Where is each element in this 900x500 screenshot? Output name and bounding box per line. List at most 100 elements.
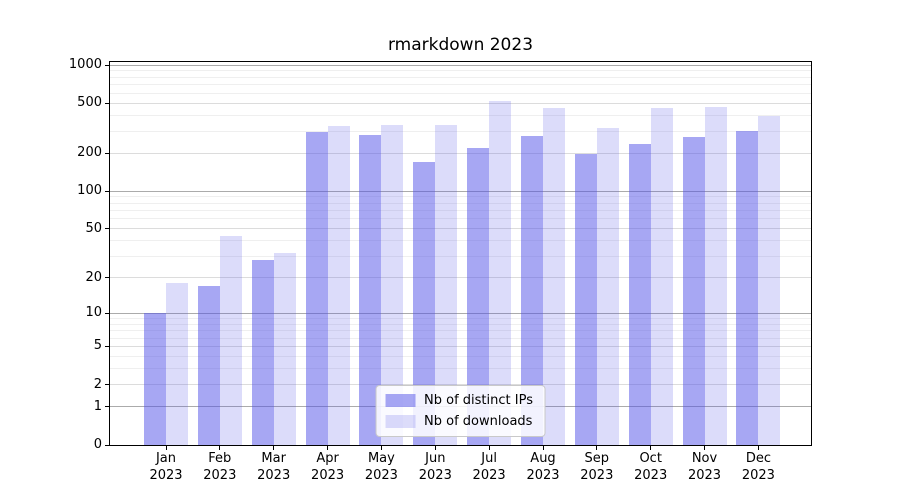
gridline-y-900 bbox=[110, 70, 811, 72]
gridline-y-400 bbox=[110, 114, 811, 116]
bar-downloads-oct bbox=[650, 108, 673, 445]
bar-distinct-ips-jun bbox=[413, 161, 436, 445]
y-tick-2 bbox=[105, 384, 109, 386]
bar-downloads-jan bbox=[166, 283, 188, 445]
y-tick-500 bbox=[105, 102, 109, 104]
x-tick-nov bbox=[704, 446, 705, 450]
y-tick-100 bbox=[105, 190, 109, 192]
gridline-y-70 bbox=[110, 210, 811, 211]
x-tick-label-feb: Feb 2023 bbox=[203, 451, 237, 483]
y-tick-label-2: 2 bbox=[93, 376, 102, 392]
y-tick-0 bbox=[105, 444, 109, 446]
bar-distinct-ips-dec bbox=[736, 131, 759, 445]
legend-label-downloads: Nb of downloads bbox=[424, 414, 533, 429]
gridline-y-300 bbox=[110, 130, 811, 132]
x-tick-label-apr: Apr 2023 bbox=[311, 451, 345, 483]
x-tick-aug bbox=[542, 446, 544, 450]
x-tick-may bbox=[380, 446, 382, 450]
x-tick-apr bbox=[327, 446, 329, 450]
legend-item-distinct-ips: Nb of distinct IPs bbox=[385, 393, 533, 408]
bar-downloads-sep bbox=[596, 127, 619, 445]
x-tick-label-nov: Nov 2023 bbox=[687, 451, 722, 483]
chart-title: rmarkdown 2023 bbox=[387, 35, 534, 55]
bar-downloads-jun bbox=[435, 125, 458, 445]
legend-swatch-distinct-ips bbox=[385, 394, 416, 407]
bar-distinct-ips-feb bbox=[197, 286, 220, 445]
legend: Nb of distinct IPs Nb of downloads bbox=[375, 385, 546, 437]
y-tick-label-5: 5 bbox=[93, 338, 102, 354]
bar-downloads-aug bbox=[542, 107, 565, 445]
bar-downloads-feb bbox=[219, 235, 242, 445]
y-tick-50 bbox=[105, 228, 109, 230]
bar-distinct-ips-sep bbox=[574, 153, 597, 445]
gridline-y-500 bbox=[110, 102, 811, 104]
x-tick-jan bbox=[165, 446, 167, 450]
gridline-y-50 bbox=[110, 228, 811, 230]
x-tick-label-may: May 2023 bbox=[364, 451, 398, 483]
gridline-y-3 bbox=[110, 368, 811, 370]
gridline-y-4 bbox=[110, 356, 811, 357]
gridline-y-8 bbox=[110, 323, 811, 325]
y-tick-1000 bbox=[105, 64, 109, 66]
legend-swatch-downloads bbox=[385, 415, 416, 428]
gridline-y-2 bbox=[110, 384, 811, 386]
gridline-y-700 bbox=[110, 84, 811, 86]
bar-distinct-ips-nov bbox=[682, 136, 705, 445]
x-tick-sep bbox=[596, 446, 598, 450]
y-tick-label-20: 20 bbox=[85, 269, 102, 285]
gridline-y-600 bbox=[110, 92, 811, 94]
y-tick-label-1000: 1000 bbox=[68, 57, 102, 72]
legend-item-downloads: Nb of downloads bbox=[385, 414, 533, 429]
bar-distinct-ips-oct bbox=[628, 143, 651, 445]
bar-downloads-may bbox=[381, 125, 404, 445]
x-tick-label-aug: Aug 2023 bbox=[526, 451, 560, 483]
y-tick-label-50: 50 bbox=[85, 220, 102, 236]
legend-label-distinct-ips: Nb of distinct IPs bbox=[424, 393, 533, 408]
gridline-y-40 bbox=[110, 240, 811, 242]
gridline-y-20 bbox=[110, 277, 811, 278]
x-tick-label-sep: Sep 2023 bbox=[580, 451, 614, 483]
bar-downloads-mar bbox=[273, 252, 296, 445]
x-tick-jul bbox=[488, 446, 490, 450]
y-tick-10 bbox=[105, 312, 109, 314]
gridline-y-80 bbox=[110, 202, 811, 204]
x-tick-label-oct: Oct 2023 bbox=[634, 451, 668, 483]
y-tick-label-100: 100 bbox=[77, 183, 102, 199]
gridline-y-5 bbox=[110, 345, 811, 347]
bar-downloads-jul bbox=[489, 100, 512, 445]
gridline-y-800 bbox=[110, 76, 811, 78]
bar-distinct-ips-mar bbox=[251, 259, 274, 445]
y-tick-label-10: 10 bbox=[85, 305, 102, 321]
x-tick-label-jun: Jun 2023 bbox=[418, 451, 452, 483]
x-tick-mar bbox=[273, 446, 275, 450]
x-tick-feb bbox=[219, 446, 221, 450]
gridline-y-7 bbox=[110, 330, 811, 332]
gridline-y-9 bbox=[110, 317, 811, 319]
gridline-y-30 bbox=[110, 255, 811, 257]
y-tick-1 bbox=[105, 406, 109, 408]
y-tick-label-500: 500 bbox=[77, 95, 102, 111]
bar-downloads-dec bbox=[758, 116, 781, 445]
gridline-y-200 bbox=[110, 152, 811, 154]
gridline-y-100 bbox=[110, 190, 811, 192]
x-tick-oct bbox=[650, 446, 652, 450]
y-tick-label-1: 1 bbox=[93, 398, 102, 414]
gridline-y-10 bbox=[110, 312, 811, 314]
x-tick-jun bbox=[434, 446, 436, 450]
bar-distinct-ips-apr bbox=[305, 132, 328, 445]
y-tick-20 bbox=[105, 277, 109, 278]
bar-distinct-ips-aug bbox=[520, 135, 543, 445]
gridline-y-90 bbox=[110, 196, 811, 198]
bar-distinct-ips-jul bbox=[467, 148, 490, 445]
x-tick-label-mar: Mar 2023 bbox=[257, 451, 291, 483]
gridline-y-6 bbox=[110, 337, 811, 339]
gridline-y-60 bbox=[110, 218, 811, 220]
x-tick-label-jan: Jan 2023 bbox=[149, 451, 183, 483]
bar-downloads-nov bbox=[704, 106, 727, 445]
bar-distinct-ips-jan bbox=[144, 313, 166, 445]
x-tick-dec bbox=[757, 446, 759, 450]
bar-downloads-apr bbox=[327, 125, 350, 445]
y-tick-label-0: 0 bbox=[93, 437, 102, 452]
plot-area: Nb of distinct IPs Nb of downloads bbox=[109, 61, 812, 446]
